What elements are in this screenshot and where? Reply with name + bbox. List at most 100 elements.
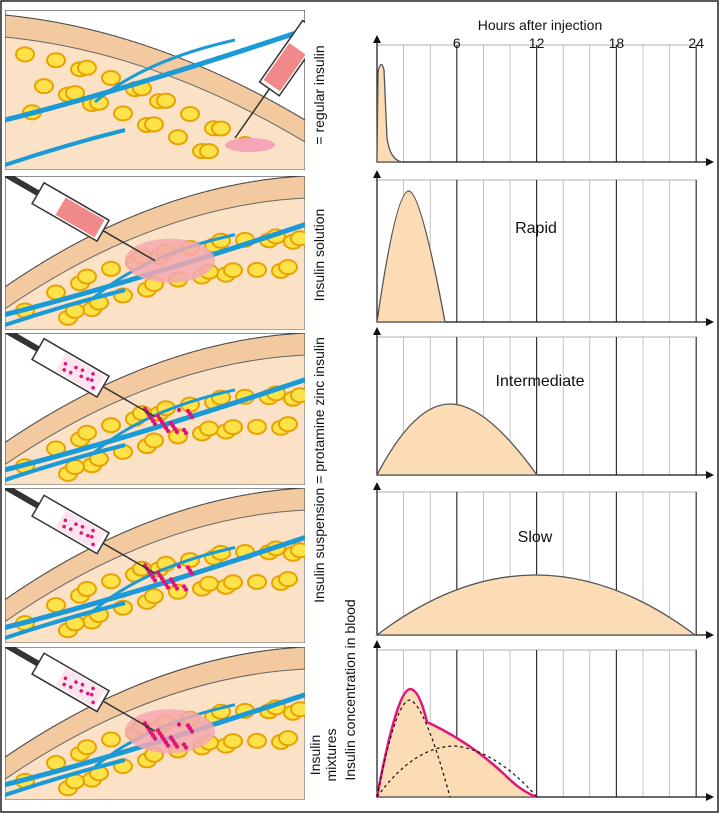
crystal bbox=[63, 361, 68, 366]
vessel bbox=[5, 377, 305, 473]
fat-cell bbox=[278, 416, 298, 433]
vessel bbox=[5, 288, 126, 327]
plunger bbox=[5, 176, 40, 196]
crystal bbox=[74, 522, 78, 526]
fat-cell bbox=[101, 731, 121, 748]
fat-cell bbox=[15, 46, 35, 63]
fat-cell bbox=[46, 52, 66, 69]
panel-chart bbox=[373, 327, 714, 479]
fat-cell bbox=[247, 418, 267, 435]
concentration-curve bbox=[376, 63, 403, 163]
fat-cell bbox=[278, 730, 298, 747]
fat-cell bbox=[211, 120, 231, 137]
contents bbox=[55, 667, 105, 708]
fat-cell bbox=[101, 417, 121, 434]
crystal bbox=[176, 407, 182, 413]
tick-label: 24 bbox=[688, 35, 704, 51]
fat-cell bbox=[290, 542, 305, 559]
curve-label: Rapid bbox=[515, 220, 557, 237]
y-axis-title: Insulin concentration in blood bbox=[342, 599, 358, 780]
vessel bbox=[5, 758, 126, 797]
tick-label: 6 bbox=[453, 35, 461, 51]
fat-cell bbox=[144, 116, 164, 133]
needle bbox=[102, 542, 156, 574]
injection-illustration bbox=[5, 333, 305, 485]
intermediate-part bbox=[376, 745, 538, 798]
arrow bbox=[373, 640, 381, 648]
depot bbox=[125, 238, 215, 283]
injection-illustration bbox=[5, 488, 305, 643]
crystal bbox=[152, 421, 158, 427]
arrow bbox=[706, 793, 714, 801]
concentration-curve bbox=[376, 190, 446, 323]
syringe bbox=[234, 19, 305, 139]
side-label: Insulin bbox=[307, 735, 323, 775]
injection-illustration bbox=[5, 10, 305, 170]
fat-cell bbox=[77, 739, 97, 756]
side-label: Insulin suspension = protamine zinc insu… bbox=[311, 337, 327, 603]
fat-cell bbox=[247, 261, 267, 278]
crystal bbox=[183, 745, 189, 750]
vessel bbox=[5, 222, 305, 318]
vessel bbox=[94, 388, 236, 453]
crystal bbox=[91, 385, 95, 390]
fat-cell bbox=[290, 701, 305, 718]
crystal bbox=[68, 685, 73, 689]
vessel bbox=[5, 128, 126, 167]
syringe bbox=[5, 647, 156, 732]
panel-chart bbox=[373, 35, 714, 166]
tick-label: 18 bbox=[609, 35, 625, 51]
fat-cell bbox=[180, 106, 200, 123]
epidermis bbox=[5, 176, 305, 288]
plunger bbox=[5, 333, 40, 352]
x-axis-title: Hours after injection bbox=[478, 17, 603, 33]
concentration-curve bbox=[375, 403, 539, 476]
fat-cell bbox=[168, 428, 188, 445]
crystal bbox=[91, 700, 95, 705]
vessel bbox=[5, 27, 305, 123]
crystal bbox=[165, 743, 171, 748]
needle bbox=[102, 230, 156, 262]
arrow bbox=[373, 482, 381, 490]
crystal bbox=[91, 372, 95, 376]
crystal bbox=[152, 578, 158, 583]
fat-cell bbox=[113, 105, 133, 122]
crystal bbox=[63, 518, 68, 523]
fat-cell bbox=[156, 92, 176, 109]
fat-cell bbox=[168, 129, 188, 146]
arrow bbox=[706, 318, 714, 326]
fat-cell bbox=[223, 733, 243, 750]
fat-cell bbox=[247, 732, 267, 749]
epidermis bbox=[5, 333, 305, 443]
charts bbox=[373, 35, 714, 801]
arrow bbox=[706, 158, 714, 166]
fat-cell bbox=[101, 260, 121, 277]
crystal bbox=[62, 682, 66, 687]
curve-label: Slow bbox=[518, 529, 553, 546]
fat-cell bbox=[247, 573, 267, 590]
panel-chart bbox=[373, 170, 714, 326]
fat-cell bbox=[290, 230, 305, 247]
curve-label: Intermediate bbox=[496, 373, 585, 390]
depot bbox=[125, 709, 215, 754]
side-label: Insulin solution bbox=[311, 209, 327, 302]
crystal bbox=[91, 686, 95, 691]
crystal bbox=[174, 586, 180, 591]
crystal bbox=[86, 691, 90, 696]
fat-cell bbox=[101, 573, 121, 590]
crystal bbox=[80, 682, 85, 687]
side-label: = regular insulin bbox=[311, 45, 327, 144]
epidermis bbox=[5, 488, 305, 601]
fat-cell bbox=[223, 262, 243, 279]
fat-cell bbox=[77, 424, 97, 441]
arrow bbox=[373, 327, 381, 335]
fat-cell bbox=[290, 387, 305, 404]
crystal bbox=[63, 676, 68, 681]
fat-cell bbox=[223, 419, 243, 436]
needle bbox=[102, 385, 156, 418]
fat-cell bbox=[77, 268, 97, 285]
syringe bbox=[5, 333, 156, 418]
fat-cell bbox=[77, 581, 97, 598]
fat-cell bbox=[168, 583, 188, 600]
